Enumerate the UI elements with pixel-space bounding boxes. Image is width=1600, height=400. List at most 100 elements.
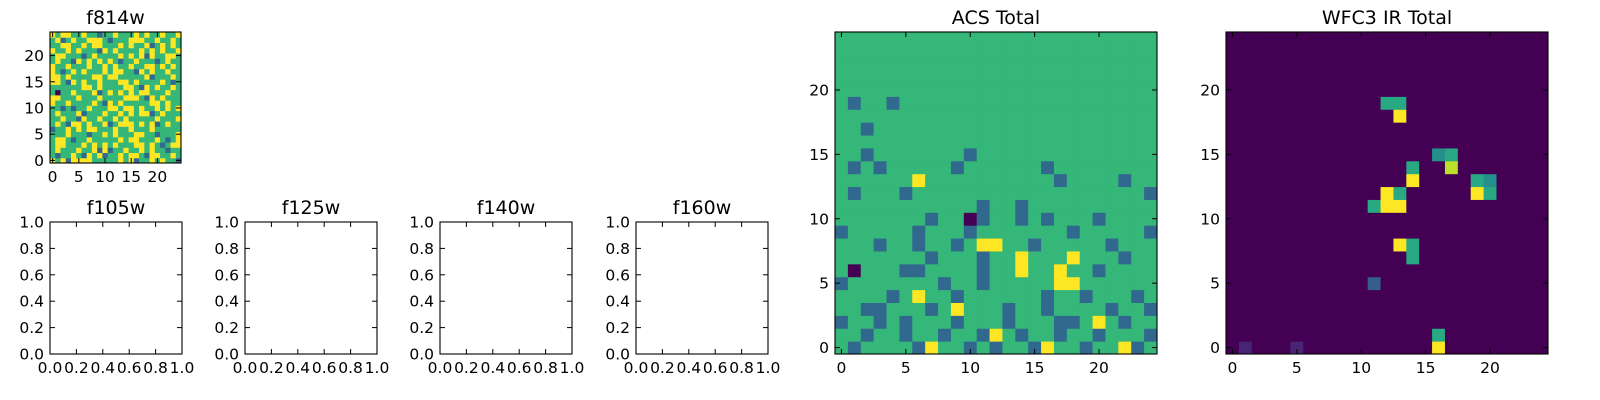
x-tick-label: 20 xyxy=(1480,359,1500,377)
heatmap-cell xyxy=(91,47,98,54)
heatmap-cell xyxy=(1303,238,1317,252)
heatmap-cell xyxy=(139,126,145,133)
heatmap-cell xyxy=(97,152,103,159)
heatmap-cell xyxy=(912,250,926,265)
heatmap-cell xyxy=(1092,315,1106,329)
heatmap-cell xyxy=(1535,173,1549,188)
heatmap-cell xyxy=(165,58,172,64)
heatmap-cell xyxy=(899,263,913,278)
heatmap-cell xyxy=(1118,173,1132,188)
heatmap-cell xyxy=(1406,212,1420,226)
heatmap-cell xyxy=(1053,57,1068,72)
heatmap-cell xyxy=(1432,83,1446,97)
heatmap-cell xyxy=(70,136,77,143)
panel-title: f814w xyxy=(86,7,145,29)
heatmap-cell xyxy=(1316,328,1330,342)
heatmap-cell xyxy=(1264,186,1279,200)
heatmap-cell xyxy=(1419,57,1433,72)
heatmap-cell xyxy=(55,94,61,101)
heatmap-cell xyxy=(1470,109,1485,123)
heatmap-cell xyxy=(860,263,875,278)
heatmap-cell xyxy=(50,89,56,96)
heatmap-cell xyxy=(1522,199,1536,213)
heatmap-cell xyxy=(989,199,1003,213)
heatmap-cell xyxy=(938,83,952,97)
heatmap-cell xyxy=(133,110,140,117)
heatmap-cell xyxy=(925,173,939,188)
heatmap-cell xyxy=(938,289,952,303)
heatmap-cell xyxy=(1144,315,1158,329)
heatmap-cell xyxy=(1470,341,1485,355)
heatmap-cell xyxy=(1509,135,1523,149)
heatmap-cell xyxy=(165,37,172,43)
heatmap-cell xyxy=(950,160,965,175)
heatmap-cell xyxy=(107,68,114,75)
axes-frame xyxy=(1225,31,1549,355)
heatmap-cell xyxy=(873,96,888,110)
heatmap-cell xyxy=(118,52,124,59)
heatmap-cell xyxy=(160,84,166,91)
heatmap-cell xyxy=(1079,250,1094,265)
heatmap-cell xyxy=(118,79,124,85)
heatmap-cell xyxy=(1419,276,1433,291)
heatmap-cell xyxy=(835,57,849,72)
heatmap-cell xyxy=(1367,328,1382,342)
heatmap-cell xyxy=(1092,70,1106,85)
heatmap-cell xyxy=(81,58,88,64)
heatmap-cell xyxy=(963,135,978,149)
heatmap-cell xyxy=(118,157,124,164)
heatmap-cell xyxy=(1238,57,1253,72)
heatmap-cell xyxy=(1079,173,1094,188)
heatmap-cell xyxy=(1092,341,1106,355)
heatmap-cell xyxy=(963,289,978,303)
heatmap-cell xyxy=(1131,238,1145,252)
heatmap-cell xyxy=(123,68,130,75)
heatmap-cell xyxy=(165,147,172,154)
heatmap-cell xyxy=(873,147,888,162)
heatmap-cell xyxy=(1457,32,1472,46)
y-tick-label: 0.4 xyxy=(214,293,239,311)
heatmap-cell xyxy=(160,89,166,96)
heatmap-cell xyxy=(149,89,156,96)
heatmap-cell xyxy=(938,212,952,226)
heatmap-cell xyxy=(60,84,67,91)
heatmap-cell xyxy=(76,126,82,133)
heatmap-cell xyxy=(149,68,156,75)
heatmap-cell xyxy=(86,37,93,43)
heatmap-cell xyxy=(1251,341,1266,355)
heatmap-cell xyxy=(1079,315,1094,329)
heatmap-cell xyxy=(1535,212,1549,226)
heatmap-cell xyxy=(1053,225,1068,239)
heatmap-cell xyxy=(873,328,888,342)
heatmap-cell xyxy=(1226,122,1240,136)
heatmap-cell xyxy=(835,122,849,136)
heatmap-cell xyxy=(1393,32,1407,46)
heatmap-cell xyxy=(97,73,103,80)
heatmap-cell xyxy=(1367,147,1382,162)
heatmap-cell xyxy=(1277,341,1291,355)
heatmap-cell xyxy=(835,250,849,265)
heatmap-cell xyxy=(1393,276,1407,291)
heatmap-cell xyxy=(1470,315,1485,329)
x-tick-label: 1.0 xyxy=(560,359,585,377)
heatmap-cell xyxy=(976,109,991,123)
heatmap-cell xyxy=(860,109,875,123)
heatmap-cell xyxy=(175,110,182,117)
heatmap-cell xyxy=(1131,70,1145,85)
heatmap-cell xyxy=(1264,173,1279,188)
heatmap-cell xyxy=(1226,250,1240,265)
heatmap-cell xyxy=(1457,238,1472,252)
heatmap-cell xyxy=(886,341,900,355)
heatmap-cell xyxy=(1354,44,1369,59)
heatmap-cell xyxy=(963,302,978,316)
heatmap-cell xyxy=(175,63,182,70)
heatmap-cell xyxy=(112,63,119,70)
heatmap-cell xyxy=(873,315,888,329)
heatmap-cell xyxy=(1509,32,1523,46)
heatmap-cell xyxy=(1015,289,1029,303)
heatmap-cell xyxy=(123,52,130,59)
heatmap-cell xyxy=(1329,250,1343,265)
heatmap-cell xyxy=(963,341,978,355)
heatmap-cell xyxy=(154,142,161,148)
heatmap-cell xyxy=(112,110,119,117)
